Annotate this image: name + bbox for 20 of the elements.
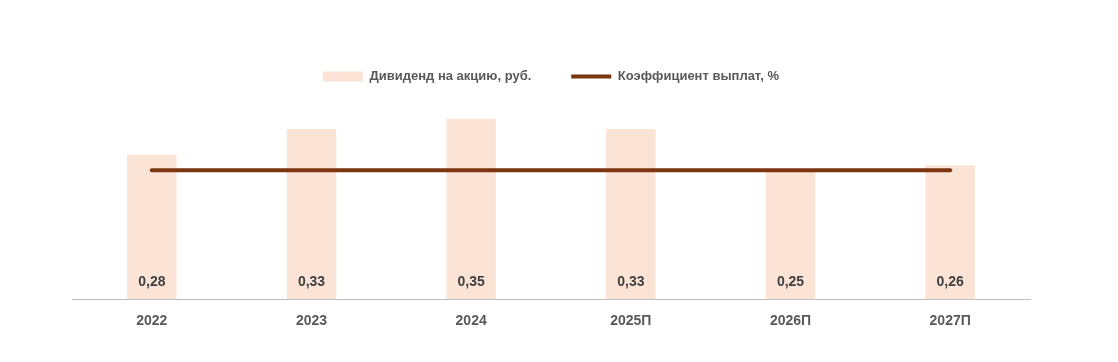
- bar: [765, 170, 816, 300]
- bar: [606, 129, 656, 300]
- x-tick-label: 2027П: [929, 312, 971, 329]
- bar: [127, 154, 177, 300]
- legend-label: Дивиденд на акцию, руб.: [369, 68, 532, 84]
- data-label: 0,33: [297, 273, 326, 290]
- data-label: 0,33: [617, 273, 645, 290]
- data-label: 0,26: [936, 273, 964, 290]
- legend-label: Коэффициент выплат, %: [617, 68, 780, 84]
- x-tick-label: 2024: [455, 312, 487, 329]
- x-tick-label: 2022: [136, 312, 168, 329]
- x-tick-label: 2026П: [769, 312, 812, 329]
- data-label: 0,28: [138, 273, 166, 290]
- x-tick-label: 2025П: [610, 312, 652, 329]
- x-tick-label: 2023: [295, 312, 328, 329]
- bar: [446, 118, 496, 300]
- data-label: 0,35: [457, 273, 485, 290]
- data-label: 0,25: [776, 273, 805, 290]
- bar: [925, 165, 975, 300]
- bar: [286, 129, 337, 300]
